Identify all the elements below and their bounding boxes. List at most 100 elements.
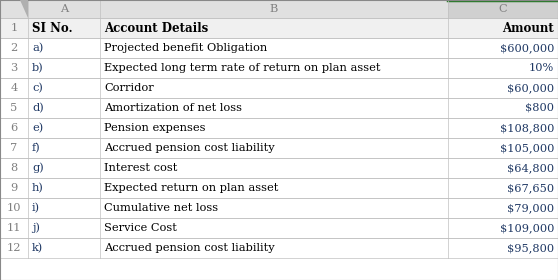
Bar (0, 238, 28, 258)
Text: f): f) (32, 143, 41, 153)
Bar (28, 0, 100, 18)
Bar (28, 218, 100, 238)
Bar (28, 38, 100, 58)
Bar (448, 38, 558, 58)
Bar (448, 118, 558, 138)
Text: C: C (499, 4, 507, 14)
Text: Expected return on plan asset: Expected return on plan asset (104, 183, 278, 193)
Text: $600,000: $600,000 (499, 43, 554, 53)
Bar (28, 238, 100, 258)
Text: $64,800: $64,800 (507, 163, 554, 173)
Bar (448, 98, 558, 118)
Bar (0, 58, 28, 78)
Bar (448, 238, 558, 258)
Bar (0, 0, 28, 18)
Text: $60,000: $60,000 (507, 83, 554, 93)
Text: Service Cost: Service Cost (104, 223, 177, 233)
Bar (100, 98, 448, 118)
Bar (0, 138, 28, 158)
Text: Account Details: Account Details (104, 22, 208, 34)
Text: $79,000: $79,000 (507, 203, 554, 213)
Text: 5: 5 (11, 103, 18, 113)
Bar (28, 58, 100, 78)
Bar (28, 198, 100, 218)
Text: $108,800: $108,800 (499, 123, 554, 133)
Bar (28, 78, 100, 98)
Text: 8: 8 (11, 163, 18, 173)
Bar (448, 58, 558, 78)
Bar (448, 0, 558, 18)
Text: k): k) (32, 243, 44, 253)
Text: c): c) (32, 83, 43, 93)
Bar (28, 158, 100, 178)
Text: 10%: 10% (529, 63, 554, 73)
Bar (100, 118, 448, 138)
Bar (448, 158, 558, 178)
Bar (100, 38, 448, 58)
Bar (100, 18, 448, 38)
Bar (100, 218, 448, 238)
Text: Corridor: Corridor (104, 83, 154, 93)
Text: SI No.: SI No. (32, 22, 73, 34)
Text: 10: 10 (7, 203, 21, 213)
Text: 1: 1 (11, 23, 18, 33)
Bar (0, 158, 28, 178)
Bar (28, 98, 100, 118)
Bar (100, 138, 448, 158)
Bar (100, 58, 448, 78)
Bar (0, 178, 28, 198)
Text: d): d) (32, 103, 44, 113)
Bar (0, 118, 28, 138)
Text: Projected benefit Obligation: Projected benefit Obligation (104, 43, 267, 53)
Text: Expected long term rate of return on plan asset: Expected long term rate of return on pla… (104, 63, 381, 73)
Bar (448, 18, 558, 38)
Text: 3: 3 (11, 63, 18, 73)
Bar (0, 38, 28, 58)
Text: $95,800: $95,800 (507, 243, 554, 253)
Bar (28, 178, 100, 198)
Bar (100, 178, 448, 198)
Text: j): j) (32, 223, 40, 233)
Text: g): g) (32, 163, 44, 173)
Text: Cumulative net loss: Cumulative net loss (104, 203, 218, 213)
Text: Interest cost: Interest cost (104, 163, 177, 173)
Text: 7: 7 (11, 143, 18, 153)
Bar (28, 18, 100, 38)
Text: $109,000: $109,000 (499, 223, 554, 233)
Bar (28, 138, 100, 158)
Text: Pension expenses: Pension expenses (104, 123, 205, 133)
Bar (100, 78, 448, 98)
Bar (0, 98, 28, 118)
Text: 11: 11 (7, 223, 21, 233)
Bar (100, 198, 448, 218)
Bar (28, 118, 100, 138)
Text: 2: 2 (11, 43, 18, 53)
Bar (448, 178, 558, 198)
Text: Amortization of net loss: Amortization of net loss (104, 103, 242, 113)
Text: $105,000: $105,000 (499, 143, 554, 153)
Text: a): a) (32, 43, 44, 53)
Text: $800: $800 (525, 103, 554, 113)
Bar (448, 78, 558, 98)
Text: 4: 4 (11, 83, 18, 93)
Bar (448, 198, 558, 218)
Bar (0, 198, 28, 218)
Text: Amount: Amount (502, 22, 554, 34)
Bar (100, 238, 448, 258)
Text: B: B (270, 4, 278, 14)
Text: $67,650: $67,650 (507, 183, 554, 193)
Bar (0, 218, 28, 238)
Bar (0, 78, 28, 98)
Text: Accrued pension cost liability: Accrued pension cost liability (104, 143, 275, 153)
Text: b): b) (32, 63, 44, 73)
Bar (100, 158, 448, 178)
Bar (448, 138, 558, 158)
Text: A: A (60, 4, 68, 14)
Text: 12: 12 (7, 243, 21, 253)
Text: e): e) (32, 123, 44, 133)
Text: 6: 6 (11, 123, 18, 133)
Bar (100, 0, 448, 18)
Text: h): h) (32, 183, 44, 193)
Text: Accrued pension cost liability: Accrued pension cost liability (104, 243, 275, 253)
Bar (0, 18, 28, 38)
